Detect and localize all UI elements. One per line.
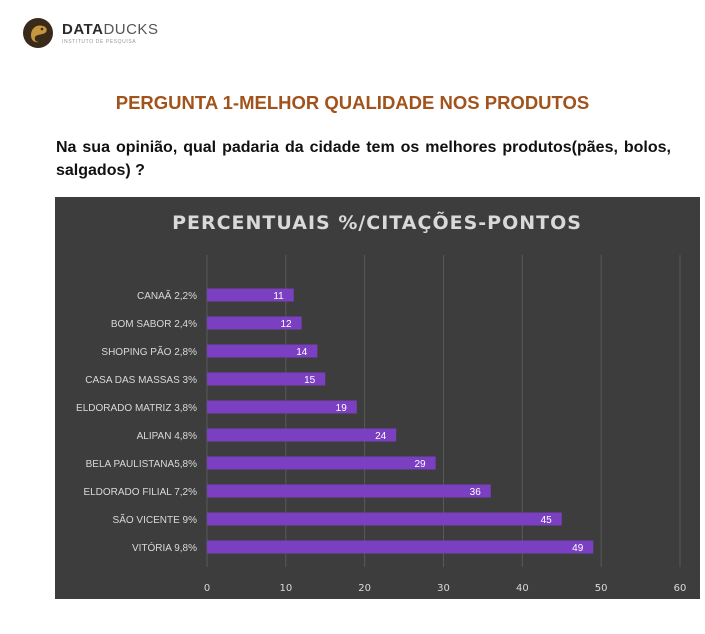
data-label: 11 bbox=[273, 291, 284, 302]
category-label: BELA PAULISTANA5,8% bbox=[86, 459, 197, 470]
bar bbox=[207, 400, 357, 414]
category-label: CASA DAS MASSAS 3% bbox=[85, 375, 197, 386]
duck-logo-icon bbox=[23, 18, 53, 48]
data-label: 14 bbox=[296, 347, 308, 358]
category-label: CANAÃ 2,2% bbox=[137, 289, 197, 302]
category-label: ELDORADO FILIAL 7,2% bbox=[83, 487, 197, 498]
category-label: ELDORADO MATRIZ 3,8% bbox=[76, 403, 197, 414]
bar bbox=[207, 316, 302, 330]
category-label: ALIPAN 4,8% bbox=[137, 431, 198, 442]
x-tick-label: 0 bbox=[204, 583, 210, 594]
x-tick-label: 30 bbox=[437, 583, 450, 594]
bar bbox=[207, 288, 294, 302]
category-label: SHOPING PÃO 2,8% bbox=[101, 345, 197, 358]
data-label: 49 bbox=[572, 543, 584, 554]
bar-chart: PERCENTUAIS %/CITAÇÕES-PONTOS 0 10 20 30 40 50… bbox=[55, 197, 700, 599]
bar bbox=[207, 372, 326, 386]
x-tick-label: 60 bbox=[674, 583, 687, 594]
data-label: 15 bbox=[304, 375, 316, 386]
data-label: 12 bbox=[280, 319, 292, 330]
data-label: 24 bbox=[375, 431, 387, 442]
x-tick-label: 10 bbox=[279, 583, 292, 594]
logo: DATADUCKS INSTITUTO DE PESQUISA bbox=[22, 16, 158, 50]
category-label: VITÓRIA 9,8% bbox=[132, 541, 197, 554]
category-label: BOM SABOR 2,4% bbox=[111, 319, 197, 330]
data-label: 36 bbox=[470, 487, 482, 498]
data-label: 19 bbox=[336, 403, 348, 414]
x-tick-label: 40 bbox=[516, 583, 529, 594]
bar bbox=[207, 456, 436, 470]
bar bbox=[207, 484, 491, 498]
question-text: Na sua opinião, qual padaria da cidade t… bbox=[56, 139, 671, 179]
brand-tagline: INSTITUTO DE PESQUISA bbox=[62, 38, 137, 45]
x-tick-label: 20 bbox=[358, 583, 371, 594]
bar bbox=[207, 540, 594, 554]
bar bbox=[207, 428, 397, 442]
category-label: SÃO VICENTE 9% bbox=[113, 513, 198, 526]
bar bbox=[207, 344, 318, 358]
question-title: PERGUNTA 1-MELHOR QUALIDADE NOS PRODUTOS bbox=[115, 92, 590, 113]
data-label: 29 bbox=[414, 459, 426, 470]
chart-svg: PERCENTUAIS %/CITAÇÕES-PONTOS 0 10 20 30 40 50… bbox=[76, 210, 687, 594]
brand-name: DATADUCKS bbox=[62, 20, 159, 38]
bar bbox=[207, 512, 562, 526]
data-label: 45 bbox=[541, 515, 553, 526]
chart-title: PERCENTUAIS %/CITAÇÕES-PONTOS bbox=[172, 210, 582, 234]
x-tick-label: 50 bbox=[595, 583, 608, 594]
